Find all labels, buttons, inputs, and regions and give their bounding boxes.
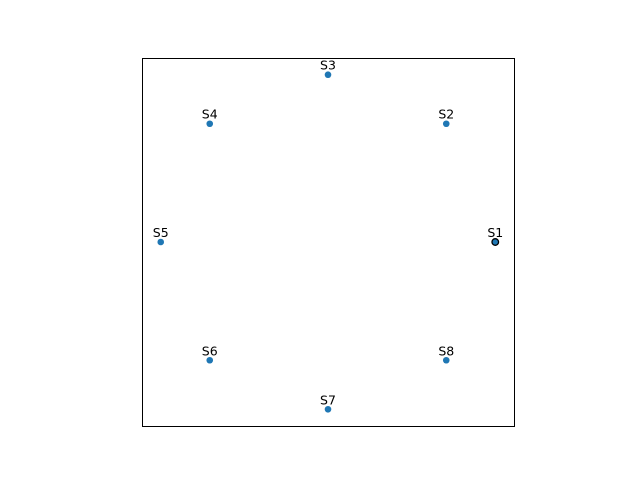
point-label-s6: S6 bbox=[202, 343, 218, 358]
point-s3 bbox=[324, 71, 332, 79]
point-label-s3: S3 bbox=[320, 58, 336, 73]
point-s7 bbox=[324, 405, 332, 413]
point-label-s4: S4 bbox=[202, 107, 218, 122]
point-s4 bbox=[206, 120, 214, 128]
point-label-s8: S8 bbox=[438, 343, 454, 358]
point-label-s5: S5 bbox=[153, 225, 169, 240]
axes-frame bbox=[142, 58, 515, 427]
point-s8 bbox=[442, 356, 450, 364]
point-label-s7: S7 bbox=[320, 392, 336, 407]
point-s1 bbox=[491, 238, 500, 246]
point-label-s1: S1 bbox=[487, 225, 503, 240]
point-s2 bbox=[442, 120, 450, 128]
point-s6 bbox=[206, 356, 214, 364]
point-s5 bbox=[157, 238, 165, 246]
points-layer: S1 S2 S3 S4 S5 S6 S7 S8 bbox=[153, 58, 503, 413]
point-label-s2: S2 bbox=[438, 107, 454, 122]
